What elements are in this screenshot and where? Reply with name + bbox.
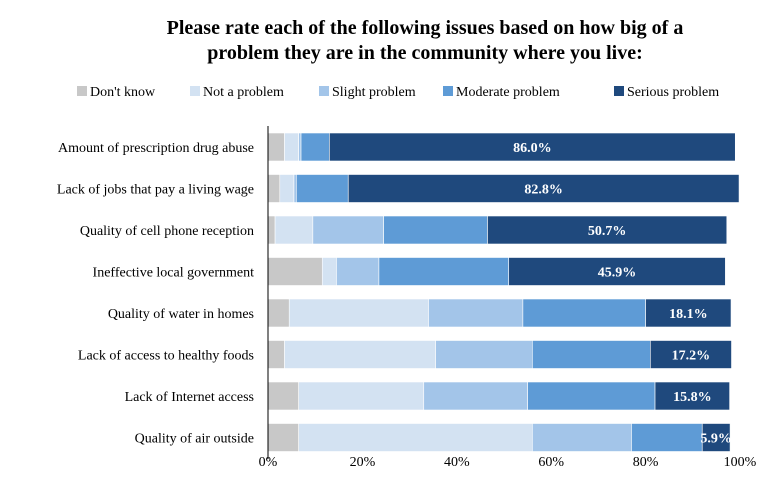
- legend-swatch-not-a-problem: [190, 86, 200, 96]
- x-tick-label: 20%: [350, 455, 376, 470]
- bar-segment-don-t-know: [267, 381, 299, 411]
- bar-segment-not-a-problem: [284, 340, 436, 369]
- category-label: Lack of access to healthy foods: [78, 349, 254, 364]
- category-label: Lack of Internet access: [125, 390, 254, 405]
- bar-segment-not-a-problem: [298, 381, 425, 411]
- x-tick-label: 100%: [724, 455, 757, 470]
- chart-title-line-2: problem they are in the community where …: [207, 42, 643, 64]
- category-label: Quality of water in homes: [108, 307, 254, 322]
- x-tick-label: 60%: [538, 455, 564, 470]
- category-label: Quality of cell phone reception: [80, 224, 254, 239]
- x-tick-label: 80%: [633, 455, 659, 470]
- data-label: 50.7%: [588, 224, 627, 239]
- legend-label-serious-problem: Serious problem: [627, 85, 719, 100]
- legend: Don't know Not a problem Slight problem Mod…: [77, 85, 719, 100]
- bar-segment-not-a-problem: [284, 132, 299, 162]
- x-tick-label: 40%: [444, 455, 470, 470]
- bar-segment-moderate-problem: [527, 381, 656, 411]
- data-label: 86.0%: [513, 141, 552, 156]
- bar-segment-not-a-problem: [274, 215, 314, 245]
- data-label: 17.2%: [672, 349, 711, 364]
- data-label: 18.1%: [669, 307, 708, 322]
- bar-segment-slight-problem: [423, 381, 528, 411]
- axes: 0% 20% 40% 60% 80% 100%: [259, 126, 757, 470]
- bar-segment-moderate-problem: [532, 340, 651, 369]
- category-label: Quality of air outside: [135, 432, 254, 447]
- legend-label-don-t-know: Don't know: [90, 85, 156, 100]
- x-tick-label: 0%: [259, 455, 278, 470]
- category-label: Amount of prescription drug abuse: [58, 141, 254, 156]
- bar-segment-slight-problem: [428, 298, 524, 328]
- bar-segment-don-t-know: [267, 215, 276, 245]
- legend-label-moderate-problem: Moderate problem: [456, 85, 560, 100]
- legend-label-not-a-problem: Not a problem: [203, 85, 284, 100]
- bar-segment-don-t-know: [267, 340, 285, 369]
- bar-segment-slight-problem: [298, 132, 302, 162]
- bar-segment-slight-problem: [336, 257, 380, 286]
- bar-segment-moderate-problem: [378, 257, 510, 286]
- bar-segment-not-a-problem: [298, 423, 533, 452]
- bar-segment-serious-problem: [645, 298, 732, 328]
- category-label: Ineffective local government: [93, 266, 255, 281]
- legend-swatch-moderate-problem: [443, 86, 453, 96]
- bar-segment-not-a-problem: [288, 298, 429, 328]
- bar-segment-serious-problem: [508, 257, 726, 286]
- data-label: 82.8%: [524, 183, 563, 198]
- category-label: Lack of jobs that pay a living wage: [57, 183, 254, 198]
- bar-segment-don-t-know: [267, 298, 290, 328]
- bar-segment-serious-problem: [347, 174, 740, 203]
- bar-segment-don-t-know: [267, 174, 281, 203]
- bars: Amount of prescription drug abuse 86.0% La…: [57, 132, 740, 452]
- bar-segment-don-t-know: [267, 257, 323, 286]
- bar-segment-moderate-problem: [300, 132, 330, 162]
- bar-segment-moderate-problem: [296, 174, 349, 203]
- bar-segment-moderate-problem: [383, 215, 488, 245]
- bar-segment-serious-problem: [329, 132, 736, 162]
- chart-title-line-1: Please rate each of the following issues…: [167, 17, 684, 39]
- data-label: 5.9%: [700, 432, 732, 447]
- bar-segment-moderate-problem: [522, 298, 646, 328]
- bar-segment-not-a-problem: [279, 174, 295, 203]
- bar-segment-don-t-know: [267, 423, 299, 452]
- data-label: 15.8%: [673, 390, 712, 405]
- bar-segment-serious-problem: [654, 381, 730, 411]
- bar-segment-serious-problem: [650, 340, 732, 369]
- bar-segment-not-a-problem: [321, 257, 337, 286]
- bar-segment-slight-problem: [293, 174, 297, 203]
- bar-segment-slight-problem: [435, 340, 533, 369]
- bar-segment-slight-problem: [532, 423, 632, 452]
- bar-segment-serious-problem: [487, 215, 728, 245]
- data-label: 45.9%: [598, 266, 637, 281]
- legend-swatch-slight-problem: [319, 86, 329, 96]
- bar-segment-moderate-problem: [631, 423, 703, 452]
- bar-segment-don-t-know: [267, 132, 285, 162]
- bar-segment-slight-problem: [312, 215, 384, 245]
- legend-swatch-don-t-know: [77, 86, 87, 96]
- bar-segment-serious-problem: [701, 423, 731, 452]
- legend-swatch-serious-problem: [614, 86, 624, 96]
- legend-label-slight-problem: Slight problem: [332, 85, 416, 100]
